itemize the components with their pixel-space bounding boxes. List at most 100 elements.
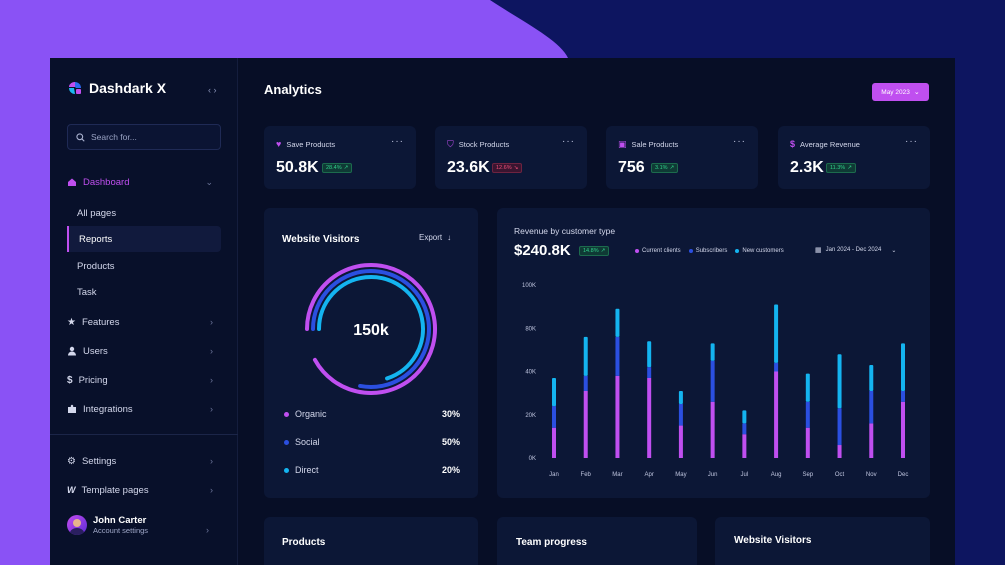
date-range-label: Jan 2024 - Dec 2024: [825, 247, 882, 253]
sidebar-item-settings[interactable]: ⚙ Settings ›: [67, 452, 221, 470]
bar-segment-new-customers[interactable]: [552, 377, 556, 407]
bag-icon: ⛉: [447, 139, 454, 149]
card-title: Website Visitors: [282, 234, 360, 245]
organic-dot-icon: [284, 411, 289, 417]
bar-segment-subscribers[interactable]: [869, 390, 874, 424]
bar-segment-current-clients[interactable]: [837, 445, 842, 458]
bar-segment-current-clients[interactable]: [742, 434, 747, 458]
sidebar-subitem-all-pages[interactable]: All pages: [67, 200, 221, 226]
date-picker-button[interactable]: May 2023 ⌄: [872, 83, 929, 101]
chevron-down-icon: ⌄: [205, 176, 213, 187]
bar-segment-new-customers[interactable]: [615, 308, 620, 337]
bar-segment-subscribers[interactable]: [678, 403, 683, 426]
bar-segment-current-clients[interactable]: [901, 401, 905, 458]
bar-segment-new-customers[interactable]: [774, 304, 779, 363]
bar-segment-subscribers[interactable]: [615, 336, 620, 376]
change-value: 28.4%: [326, 165, 342, 171]
bar-segment-new-customers[interactable]: [805, 373, 810, 402]
sidebar-item-template-pages[interactable]: W Template pages ›: [67, 481, 221, 499]
team-progress-card: Team progress: [497, 517, 697, 565]
bar-segment-subscribers[interactable]: [583, 375, 588, 391]
more-icon[interactable]: ···: [733, 136, 746, 147]
bar-segment-new-customers[interactable]: [837, 354, 842, 409]
bar-segment-current-clients[interactable]: [678, 425, 683, 458]
brand[interactable]: Dashdark X: [67, 80, 166, 96]
search-box[interactable]: [67, 124, 221, 150]
bar-segment-current-clients[interactable]: [583, 390, 588, 458]
sidebar-item-label: Pricing: [78, 374, 108, 386]
export-button[interactable]: Export ↓: [419, 233, 451, 242]
code-arrows-icon[interactable]: ‹ ›: [208, 85, 217, 95]
dollar-icon: $: [67, 374, 73, 386]
bar-segment-new-customers[interactable]: [710, 343, 715, 361]
page-title: Analytics: [264, 82, 322, 97]
sidebar-subitem-reports[interactable]: Reports: [67, 226, 221, 252]
export-label: Export: [419, 233, 443, 242]
bar-segment-subscribers[interactable]: [647, 367, 652, 378]
sidebar-item-users[interactable]: Users ›: [67, 342, 221, 360]
bar-segment-current-clients[interactable]: [647, 377, 652, 458]
brand-name: Dashdark X: [89, 80, 167, 96]
bar-segment-new-customers[interactable]: [901, 343, 905, 391]
sidebar-subitem-products[interactable]: Products: [67, 253, 221, 279]
bar-segment-subscribers[interactable]: [837, 408, 842, 446]
sidebar-item-label: Users: [83, 345, 108, 357]
bar-segment-subscribers[interactable]: [901, 390, 905, 402]
calendar-icon: ▦: [815, 247, 822, 254]
profile[interactable]: John Carter Account settings: [67, 515, 148, 535]
sidebar-item-label: Settings: [81, 455, 117, 467]
bar-segment-subscribers[interactable]: [742, 423, 747, 435]
bar-segment-current-clients[interactable]: [710, 401, 715, 458]
sidebar-divider: [50, 434, 238, 435]
bar-segment-subscribers[interactable]: [805, 401, 810, 428]
change-value: 11.3%: [830, 165, 846, 171]
sidebar-item-features[interactable]: ★ Features ›: [67, 313, 221, 331]
bar-segment-current-clients[interactable]: [774, 371, 779, 459]
bar-segment-current-clients[interactable]: [615, 375, 620, 458]
bar-segment-current-clients[interactable]: [869, 423, 874, 458]
chevron-right-icon[interactable]: ›: [206, 525, 209, 535]
sidebar-subitem-task[interactable]: Task: [67, 279, 221, 305]
sidebar-item-integrations[interactable]: Integrations ›: [67, 400, 221, 418]
bar-segment-subscribers[interactable]: [710, 360, 715, 402]
heart-icon: ♥: [276, 139, 282, 149]
gauge-ring-social: [311, 269, 431, 389]
legend-item: Current clients: [635, 248, 681, 254]
legend-label: Organic: [295, 409, 327, 419]
sidebar-item-dashboard[interactable]: Dashboard ⌄: [67, 173, 221, 191]
cart-icon: ▣: [618, 139, 627, 149]
stat-header: ▣ Sale Products: [618, 139, 678, 150]
bar-segment-new-customers[interactable]: [869, 365, 874, 391]
bar-segment-current-clients[interactable]: [552, 427, 556, 458]
bar-segment-new-customers[interactable]: [583, 336, 588, 376]
chevron-right-icon: ›: [210, 404, 213, 414]
bar-segment-new-customers[interactable]: [647, 341, 652, 368]
chevron-down-icon: ⌄: [891, 247, 897, 254]
bar-segment-current-clients[interactable]: [805, 427, 810, 458]
bar-segment-subscribers[interactable]: [552, 406, 556, 428]
sidebar-item-pricing[interactable]: $ Pricing ›: [67, 371, 221, 389]
user-icon: [68, 346, 76, 356]
chevron-right-icon: ›: [210, 375, 213, 385]
more-icon[interactable]: ···: [905, 136, 918, 147]
bar-segment-new-customers[interactable]: [678, 390, 683, 404]
x-tick-label: Nov: [866, 472, 877, 478]
bar-segment-subscribers[interactable]: [774, 362, 779, 372]
date-range-select[interactable]: ▦ Jan 2024 - Dec 2024 ⌄: [815, 246, 896, 254]
avatar: [67, 515, 87, 535]
sidebar-item-label: Integrations: [83, 403, 133, 415]
bar-segment-new-customers[interactable]: [742, 410, 747, 424]
change-badge: 14.8% ↗: [579, 246, 610, 256]
legend-label: Social: [295, 437, 320, 447]
sidebar-subitem-label: Task: [77, 286, 97, 298]
x-tick-label: Dec: [898, 472, 909, 478]
more-icon[interactable]: ···: [562, 136, 575, 147]
more-icon[interactable]: ···: [391, 136, 404, 147]
sidebar-subitem-label: Reports: [79, 233, 113, 245]
x-tick-label: May: [675, 472, 686, 478]
change-value: 12.6%: [496, 165, 512, 171]
legend-label: Direct: [295, 465, 319, 475]
sidebar-item-label: Features: [81, 316, 120, 328]
search-input[interactable]: [91, 132, 211, 142]
profile-name: John Carter: [93, 515, 147, 526]
